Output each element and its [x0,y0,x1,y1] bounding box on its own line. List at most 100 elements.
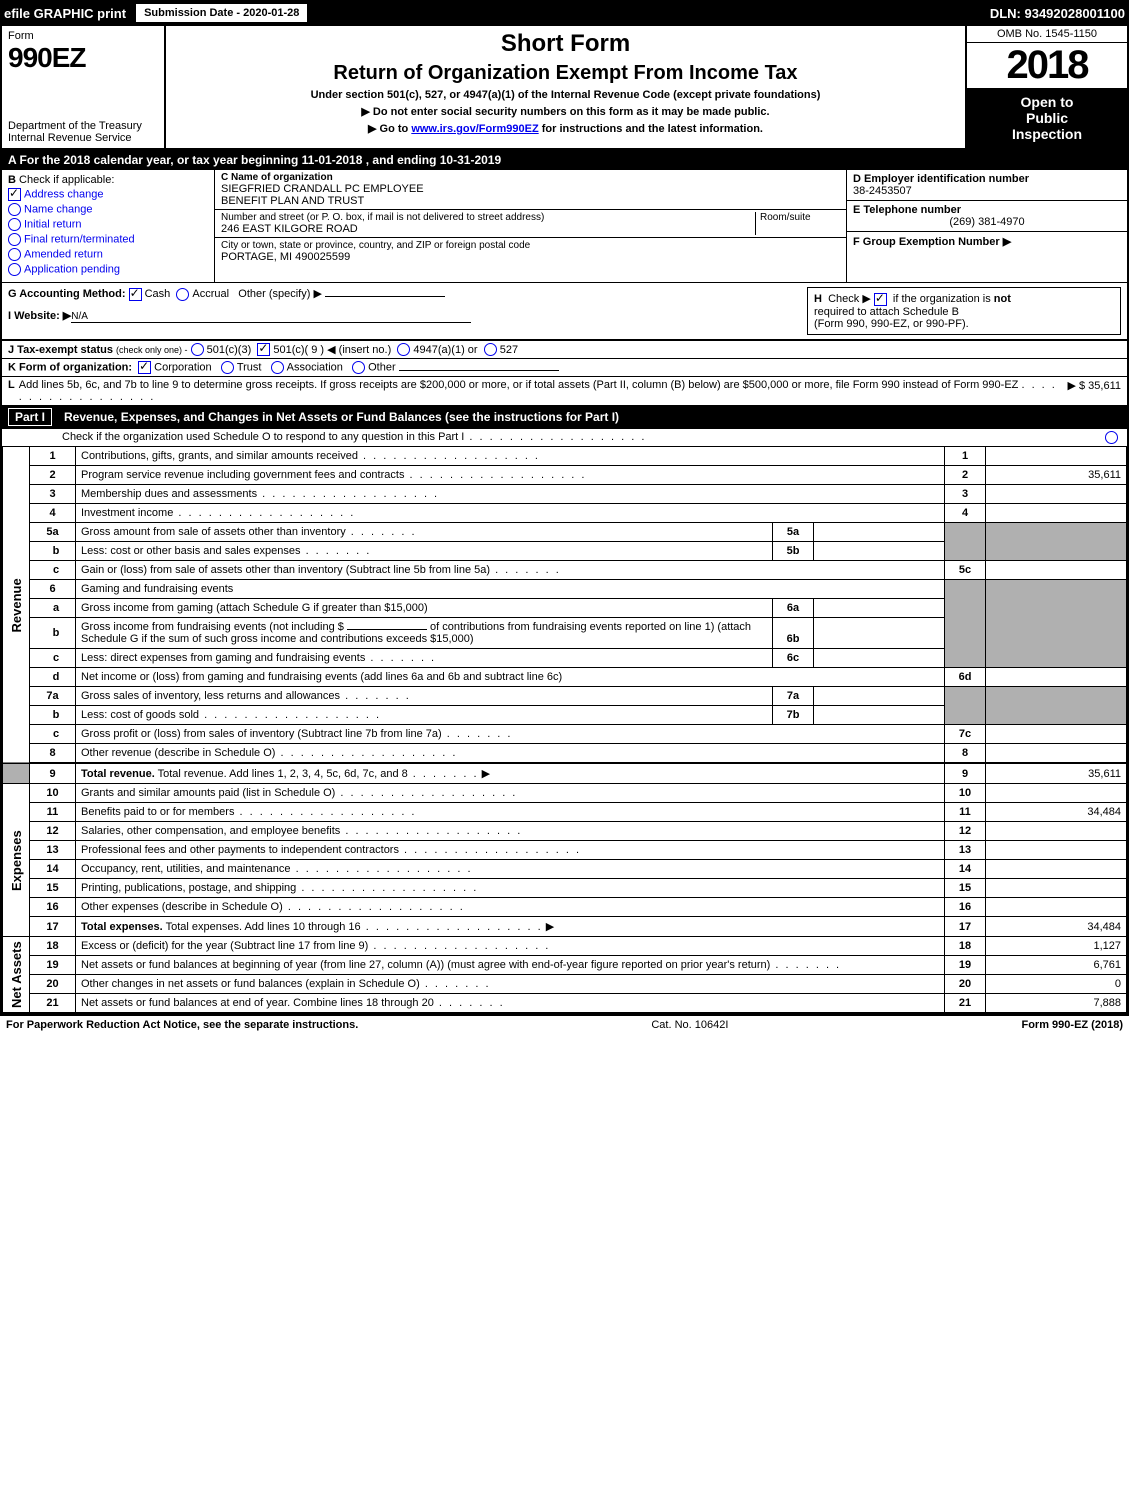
d-label: D Employer identification number [853,173,1121,185]
line-num: 11 [30,803,76,822]
g-label: G Accounting Method: [8,288,126,300]
l-text: Add lines 5b, 6c, and 7b to line 9 to de… [19,379,1060,403]
b-label: B [8,174,16,186]
line-num: 18 [30,937,76,956]
part1-check-radio[interactable] [1105,431,1118,444]
table-row: c Gross profit or (loss) from sales of i… [3,725,1127,744]
final-return-check[interactable]: Final return/terminated [8,233,208,246]
line-val [986,504,1127,523]
inspection-2: Public [971,110,1123,126]
section-j: J Tax-exempt status (check only one) ‐ 5… [2,340,1127,359]
line-desc: Salaries, other compensation, and employ… [76,822,945,841]
k-assoc-radio[interactable] [271,361,284,374]
line-num: 20 [30,975,76,994]
efile-label: efile GRAPHIC print [4,6,126,21]
line-col: 19 [945,956,986,975]
instruction-2: ▶ Go to www.irs.gov/Form990EZ for instru… [174,122,957,135]
name-change-check[interactable]: Name change [8,203,208,216]
j-radio-3[interactable] [397,343,410,356]
part-1-label: Part I [8,408,52,426]
line-col: 7c [945,725,986,744]
footer-right: Form 990-EZ (2018) [1021,1019,1123,1031]
shaded-cell [945,580,986,668]
other-label: Other (specify) ▶ [238,288,322,300]
gh-row: G Accounting Method: Cash Accrual Other … [2,283,1127,340]
form-number: 990EZ [8,42,158,74]
h-text1: Check ▶ [828,293,871,305]
k-trust-radio[interactable] [221,361,234,374]
line-num: 7a [30,687,76,706]
line-col: 15 [945,879,986,898]
amended-return-check[interactable]: Amended return [8,248,208,261]
radio-icon [8,248,21,261]
line-desc: Less: cost or other basis and sales expe… [76,542,773,561]
info-grid: B Check if applicable: Address change Na… [2,170,1127,283]
k-corp-check[interactable] [138,361,151,374]
shaded-cell [986,580,1127,668]
cash-checkbox[interactable] [129,288,142,301]
h-checkbox[interactable] [874,293,887,306]
line-num: b [30,618,76,649]
line-col: 18 [945,937,986,956]
k-other-blank[interactable] [399,370,559,371]
website-value: N/A [71,311,471,323]
line-desc: Membership dues and assessments [76,485,945,504]
table-row: d Net income or (loss) from gaming and f… [3,668,1127,687]
table-row: Net Assets 18 Excess or (deficit) for th… [3,937,1127,956]
address-label: Number and street (or P. O. box, if mail… [221,212,755,223]
section-e: E Telephone number (269) 381-4970 [847,201,1127,232]
line-val [986,668,1127,687]
shaded-cell [3,763,30,784]
table-row: Expenses 10 Grants and similar amounts p… [3,784,1127,803]
table-row: 11 Benefits paid to or for members 11 34… [3,803,1127,822]
return-title: Return of Organization Exempt From Incom… [174,62,957,85]
shaded-cell [986,523,1127,561]
k-trust: Trust [237,362,262,374]
omb-number: OMB No. 1545-1150 [967,26,1127,43]
j-radio-4[interactable] [484,343,497,356]
l-label: L [8,379,15,403]
line-desc: Investment income [76,504,945,523]
period-prefix: A For the 2018 calendar year, or tax yea… [8,153,302,167]
line-col: 16 [945,898,986,917]
section-f: F Group Exemption Number ▶ [847,232,1127,282]
dln-number: DLN: 93492028001100 [990,6,1125,21]
expenses-side-label: Expenses [3,784,30,937]
irs-link[interactable]: www.irs.gov/Form990EZ [411,123,538,135]
j-radio-1[interactable] [191,343,204,356]
h-text2: if the organization is [893,293,994,305]
initial-return-check[interactable]: Initial return [8,218,208,231]
table-row: 3 Membership dues and assessments 3 [3,485,1127,504]
line-col: 10 [945,784,986,803]
line-num: 16 [30,898,76,917]
submission-date: Submission Date - 2020-01-28 [134,2,309,24]
application-pending-check[interactable]: Application pending [8,263,208,276]
line-val: 0 [986,975,1127,994]
cash-label: Cash [145,288,171,300]
line-desc: Total expenses. Total expenses. Add line… [76,917,945,937]
sub-num: 5a [773,523,814,542]
short-form-title: Short Form [174,30,957,58]
j-check-2[interactable] [257,343,270,356]
k-other-radio[interactable] [352,361,365,374]
line-desc: Other revenue (describe in Schedule O) [76,744,945,764]
line-num: b [30,706,76,725]
table-row: 4 Investment income 4 [3,504,1127,523]
header-right: OMB No. 1545-1150 2018 Open to Public In… [965,26,1127,148]
footer-center: Cat. No. 10642I [651,1019,728,1031]
instr2-prefix: ▶ Go to [368,123,411,135]
accrual-radio[interactable] [176,288,189,301]
line-num: d [30,668,76,687]
section-d: D Employer identification number 38-2453… [847,170,1127,201]
footer-left: For Paperwork Reduction Act Notice, see … [6,1019,358,1031]
line-num: 4 [30,504,76,523]
line-desc: Contributions, gifts, grants, and simila… [76,447,945,466]
other-blank[interactable] [325,296,445,297]
table-row: 6 Gaming and fundraising events [3,580,1127,599]
blank-field[interactable] [347,629,427,630]
line-val [986,561,1127,580]
address-change-check[interactable]: Address change [8,188,208,201]
line-col: 21 [945,994,986,1013]
j-opt2: 501(c)( 9 ) ◀ (insert no.) [273,344,391,356]
table-row: 9 Total revenue. Total revenue. Add line… [3,763,1127,784]
